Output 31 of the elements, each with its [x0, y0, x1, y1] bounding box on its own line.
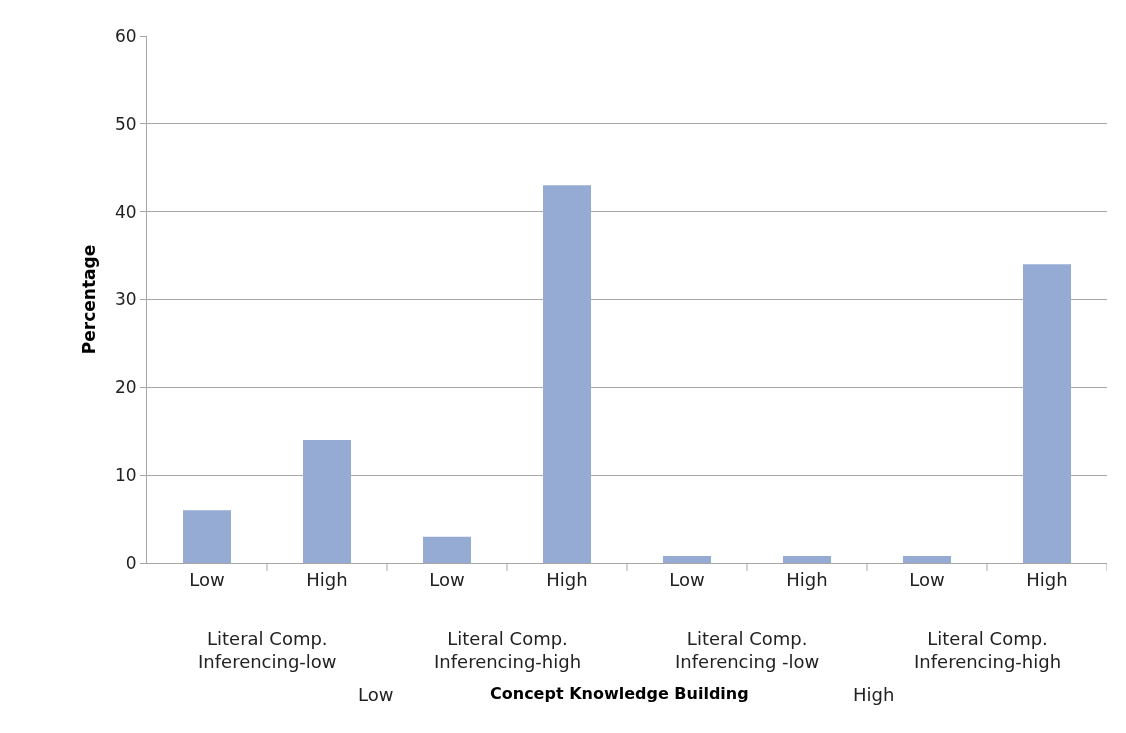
bar [783, 555, 831, 563]
x-tick-label: Low [429, 568, 465, 590]
bar [663, 555, 711, 563]
y-tick-label: 10 [114, 465, 137, 486]
y-tick-label: 60 [114, 25, 137, 46]
text: Literal Comp. Inferencing-low [198, 628, 337, 673]
bar [303, 440, 351, 563]
x-tick-label: High [306, 568, 348, 590]
bar [543, 185, 591, 563]
x-tick-label: High [546, 568, 588, 590]
y-tick-label: 30 [114, 289, 137, 310]
bar [423, 536, 471, 563]
bar [183, 510, 231, 563]
text: Literal Comp. Inferencing-high [434, 628, 582, 673]
text: Literal Comp. Inferencing -low [675, 628, 820, 673]
x-tick-label: Low [669, 568, 705, 590]
text: High [853, 684, 895, 705]
text: Concept Knowledge Building [490, 684, 749, 703]
x-tick-label: Low [189, 568, 225, 590]
bar [903, 555, 951, 563]
y-tick-label: 40 [114, 201, 137, 222]
y-tick-label: 50 [114, 113, 137, 134]
bar [1023, 264, 1071, 563]
y-tick-label: 20 [114, 377, 137, 398]
y-axis-title: Percentage [78, 244, 99, 355]
y-tick-label: 0 [125, 552, 137, 573]
text: Literal Comp. Inferencing-high [914, 628, 1062, 673]
x-tick-label: High [786, 568, 828, 590]
text: Low [358, 684, 394, 705]
x-tick-label: Low [909, 568, 945, 590]
x-tick-label: High [1026, 568, 1068, 590]
